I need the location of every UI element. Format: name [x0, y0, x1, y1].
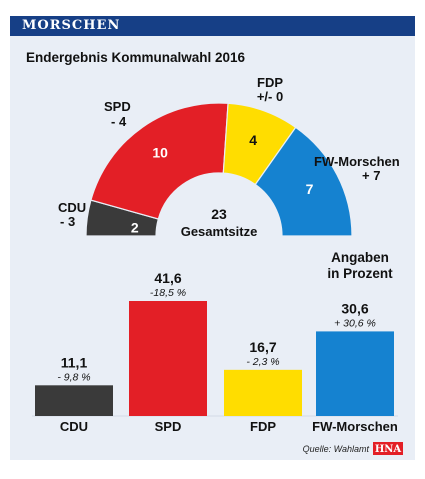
seat-count-fdp: 4	[249, 132, 257, 148]
total-seats-label: Gesamtsitze	[181, 224, 258, 239]
fdp-seat-party: FDP	[257, 75, 283, 90]
seat-segment-fw-morschen	[254, 126, 353, 237]
fw-seat-party: FW-Morschen	[314, 154, 400, 169]
seat-count-cdu: 2	[131, 219, 139, 235]
bar-cdu	[35, 385, 113, 416]
hna-logo: HNA	[375, 444, 402, 455]
percentage-bar-chart: 11,1- 9,8 % CDU 41,6-18,5 % SPD 16,7- 2,3 % F…	[32, 270, 398, 434]
chart-subtitle: Endergebnis Kommunalwahl 2016	[26, 50, 246, 65]
seat-count-fw-morschen: 7	[306, 181, 314, 197]
spd-seat-party: SPD	[104, 99, 131, 114]
value-label-fw-morschen: 30,6	[341, 300, 368, 316]
fw-seat-change: + 7	[362, 168, 380, 183]
seat-segment-spd	[90, 102, 229, 220]
party-seat-labels: CDU - 3 SPD - 4 FDP +/- 0 FW-Morschen + …	[58, 75, 400, 229]
category-label-fdp: FDP	[250, 419, 276, 434]
bar-chart-title-line-2: in Prozent	[327, 266, 393, 281]
change-label-fw-morschen: + 30,6 %	[334, 317, 376, 329]
bar-fw-morschen	[316, 331, 394, 416]
bar-spd	[129, 301, 207, 416]
value-label-spd: 41,6	[154, 270, 181, 286]
cdu-seat-change: - 3	[60, 214, 75, 229]
seat-distribution-chart: 2 10 4 7	[85, 102, 353, 237]
banner-title: MORSCHEN	[22, 18, 121, 33]
value-label-fdp: 16,7	[249, 339, 276, 355]
cdu-seat-party: CDU	[58, 200, 86, 215]
fdp-seat-change: +/- 0	[257, 89, 283, 104]
change-label-spd: -18,5 %	[150, 287, 186, 299]
spd-seat-change: - 4	[111, 114, 127, 129]
change-label-cdu: - 9,8 %	[57, 371, 90, 383]
category-label-cdu: CDU	[60, 419, 88, 434]
change-label-fdp: - 2,3 %	[246, 356, 279, 368]
bar-chart-title-line-1: Angaben	[331, 250, 389, 265]
bar-fdp	[224, 369, 302, 416]
hna-logo-box	[373, 442, 403, 455]
total-seats-number: 23	[211, 206, 227, 222]
seat-count-spd: 10	[152, 145, 168, 161]
value-label-cdu: 11,1	[61, 354, 88, 370]
location-banner: MORSCHEN	[10, 16, 415, 36]
category-label-fw-morschen: FW-Morschen	[312, 419, 398, 434]
source-note: Quelle: Wahlamt	[303, 444, 370, 454]
category-label-spd: SPD	[155, 419, 182, 434]
